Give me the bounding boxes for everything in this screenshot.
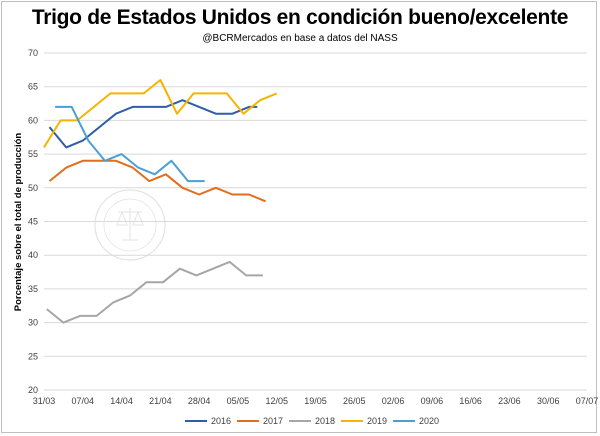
y-tick-label: 55	[28, 149, 38, 159]
x-tick-label: 31/03	[33, 396, 56, 406]
series-line-2019	[43, 79, 278, 148]
y-tick-label: 25	[28, 351, 38, 361]
y-tick-label: 30	[28, 318, 38, 328]
series-line-2017	[48, 159, 266, 203]
series-lines	[43, 79, 278, 324]
x-tick-label: 26/05	[343, 396, 366, 406]
legend-label: 2020	[419, 416, 439, 426]
y-axis-label: Porcentaje sobre el total de producción	[13, 133, 24, 312]
chart-subtitle: @BCRMercados en base a datos del NASS	[202, 33, 398, 44]
legend-label: 2019	[367, 416, 387, 426]
y-tick-label: 45	[28, 217, 38, 227]
bcr-seal-watermark	[94, 189, 166, 261]
x-tick-label: 16/06	[459, 396, 482, 406]
x-tick-label: 14/04	[110, 396, 133, 406]
y-tick-label: 20	[28, 385, 38, 395]
series-line-2020	[55, 105, 205, 183]
x-tick-label: 21/04	[149, 396, 172, 406]
y-tick-label: 60	[28, 115, 38, 125]
y-axis-ticks: 20 25 30 35 40 45 50 55 60 65 70	[28, 48, 38, 395]
x-tick-label: 19/05	[304, 396, 327, 406]
legend: 2016 2017 2018 2019 2020	[185, 416, 439, 426]
x-tick-label: 05/05	[227, 396, 250, 406]
legend-label: 2018	[315, 416, 335, 426]
y-tick-label: 65	[28, 82, 38, 92]
legend-label: 2017	[263, 416, 283, 426]
series-line-2016	[48, 99, 258, 149]
x-tick-label: 09/06	[421, 396, 444, 406]
x-tick-label: 07/07	[576, 396, 599, 406]
x-axis-ticks: 31/03 07/04 14/04 21/04 28/04 05/05 12/05 19/05…	[33, 396, 599, 406]
grid-lines	[44, 52, 587, 391]
x-tick-label: 28/04	[188, 396, 211, 406]
y-tick-label: 50	[28, 183, 38, 193]
series-line-2018	[46, 260, 263, 324]
x-tick-label: 07/04	[72, 396, 95, 406]
chart-title: Trigo de Estados Unidos en condición bue…	[31, 6, 569, 29]
legend-label: 2016	[211, 416, 231, 426]
x-tick-label: 23/06	[498, 396, 521, 406]
x-tick-label: 30/06	[537, 396, 560, 406]
x-tick-label: 12/05	[265, 396, 288, 406]
y-tick-label: 40	[28, 250, 38, 260]
x-tick-label: 02/06	[382, 396, 405, 406]
y-tick-label: 35	[28, 284, 38, 294]
y-tick-label: 70	[28, 48, 38, 58]
